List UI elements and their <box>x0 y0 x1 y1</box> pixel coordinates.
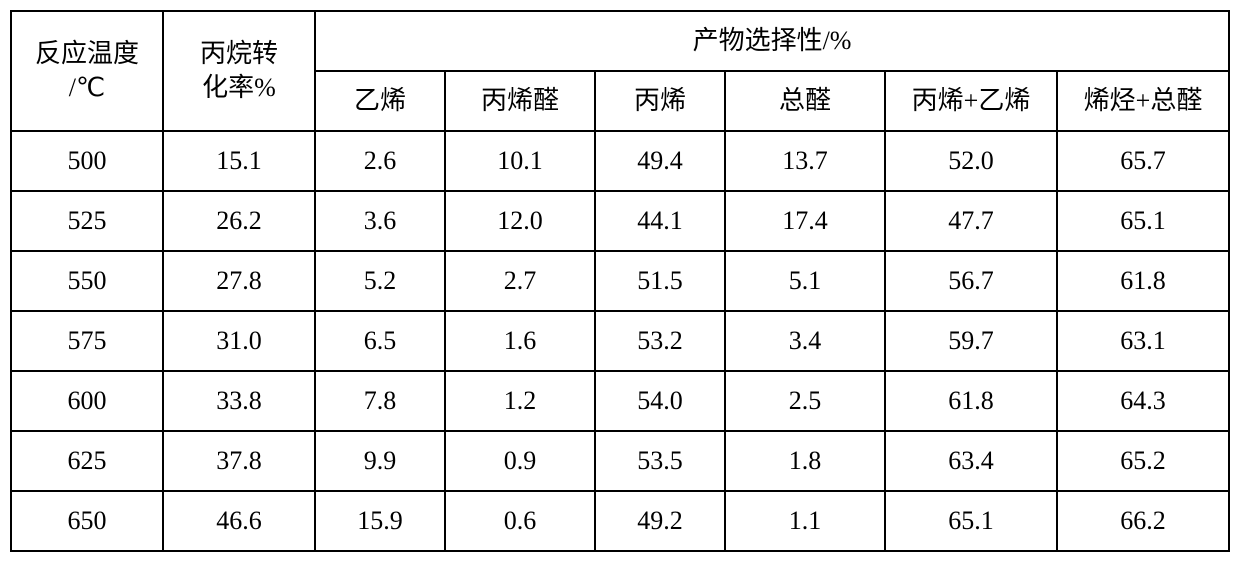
table-cell: 63.1 <box>1057 311 1229 371</box>
table-row: 62537.89.90.953.51.863.465.2 <box>11 431 1229 491</box>
table-cell: 33.8 <box>163 371 315 431</box>
header-line: 反应温度 <box>35 39 139 68</box>
table-cell: 7.8 <box>315 371 445 431</box>
table-row: 52526.23.612.044.117.447.765.1 <box>11 191 1229 251</box>
table-row: 50015.12.610.149.413.752.065.7 <box>11 131 1229 191</box>
table-cell: 12.0 <box>445 191 595 251</box>
table-cell: 5.2 <box>315 251 445 311</box>
table-cell: 66.2 <box>1057 491 1229 551</box>
table-cell: 2.6 <box>315 131 445 191</box>
table-cell: 61.8 <box>1057 251 1229 311</box>
table-cell: 2.5 <box>725 371 885 431</box>
table-cell: 10.1 <box>445 131 595 191</box>
table-cell: 51.5 <box>595 251 725 311</box>
col-header-sub: 乙烯 <box>315 71 445 131</box>
col-header-sub: 总醛 <box>725 71 885 131</box>
table-cell: 49.4 <box>595 131 725 191</box>
table-cell: 54.0 <box>595 371 725 431</box>
header-line: /℃ <box>69 73 105 102</box>
table-cell: 15.9 <box>315 491 445 551</box>
table-cell: 59.7 <box>885 311 1057 371</box>
table-cell: 5.1 <box>725 251 885 311</box>
table-cell: 600 <box>11 371 163 431</box>
col-header-sub: 丙烯 <box>595 71 725 131</box>
table-cell: 37.8 <box>163 431 315 491</box>
table-cell: 65.7 <box>1057 131 1229 191</box>
table-cell: 650 <box>11 491 163 551</box>
table-cell: 64.3 <box>1057 371 1229 431</box>
table-cell: 17.4 <box>725 191 885 251</box>
table-cell: 1.2 <box>445 371 595 431</box>
table-cell: 9.9 <box>315 431 445 491</box>
table-row: 65046.615.90.649.21.165.166.2 <box>11 491 1229 551</box>
table-cell: 61.8 <box>885 371 1057 431</box>
table-cell: 27.8 <box>163 251 315 311</box>
table-cell: 550 <box>11 251 163 311</box>
table-cell: 47.7 <box>885 191 1057 251</box>
table-cell: 2.7 <box>445 251 595 311</box>
col-header-sub: 丙烯醛 <box>445 71 595 131</box>
col-header-sub: 丙烯+乙烯 <box>885 71 1057 131</box>
table-cell: 65.1 <box>1057 191 1229 251</box>
table-cell: 575 <box>11 311 163 371</box>
table-cell: 1.8 <box>725 431 885 491</box>
table-cell: 525 <box>11 191 163 251</box>
table-cell: 6.5 <box>315 311 445 371</box>
table-cell: 3.6 <box>315 191 445 251</box>
table-cell: 46.6 <box>163 491 315 551</box>
table-cell: 15.1 <box>163 131 315 191</box>
table-cell: 1.6 <box>445 311 595 371</box>
table-row: 57531.06.51.653.23.459.763.1 <box>11 311 1229 371</box>
table-cell: 0.9 <box>445 431 595 491</box>
col-header-sub: 烯烃+总醛 <box>1057 71 1229 131</box>
table-cell: 44.1 <box>595 191 725 251</box>
table-cell: 63.4 <box>885 431 1057 491</box>
table-header: 反应温度 /℃ 丙烷转 化率% 产物选择性/% 乙烯 丙烯醛 丙烯 总醛 丙烯+… <box>11 11 1229 131</box>
header-line: 化率% <box>202 73 276 102</box>
col-header-temperature: 反应温度 /℃ <box>11 11 163 131</box>
table-cell: 1.1 <box>725 491 885 551</box>
table-cell: 65.1 <box>885 491 1057 551</box>
col-header-conversion: 丙烷转 化率% <box>163 11 315 131</box>
table-cell: 625 <box>11 431 163 491</box>
table-cell: 53.5 <box>595 431 725 491</box>
table-cell: 31.0 <box>163 311 315 371</box>
selectivity-table: 反应温度 /℃ 丙烷转 化率% 产物选择性/% 乙烯 丙烯醛 丙烯 总醛 丙烯+… <box>10 10 1230 552</box>
table-row: 60033.87.81.254.02.561.864.3 <box>11 371 1229 431</box>
table-cell: 49.2 <box>595 491 725 551</box>
table-body: 50015.12.610.149.413.752.065.752526.23.6… <box>11 131 1229 551</box>
table-cell: 3.4 <box>725 311 885 371</box>
col-group-selectivity: 产物选择性/% <box>315 11 1229 71</box>
table-cell: 0.6 <box>445 491 595 551</box>
table-cell: 53.2 <box>595 311 725 371</box>
table-cell: 26.2 <box>163 191 315 251</box>
header-line: 丙烷转 <box>200 39 278 68</box>
table-cell: 500 <box>11 131 163 191</box>
table-cell: 13.7 <box>725 131 885 191</box>
table-cell: 65.2 <box>1057 431 1229 491</box>
table-row: 55027.85.22.751.55.156.761.8 <box>11 251 1229 311</box>
table-cell: 52.0 <box>885 131 1057 191</box>
table-cell: 56.7 <box>885 251 1057 311</box>
